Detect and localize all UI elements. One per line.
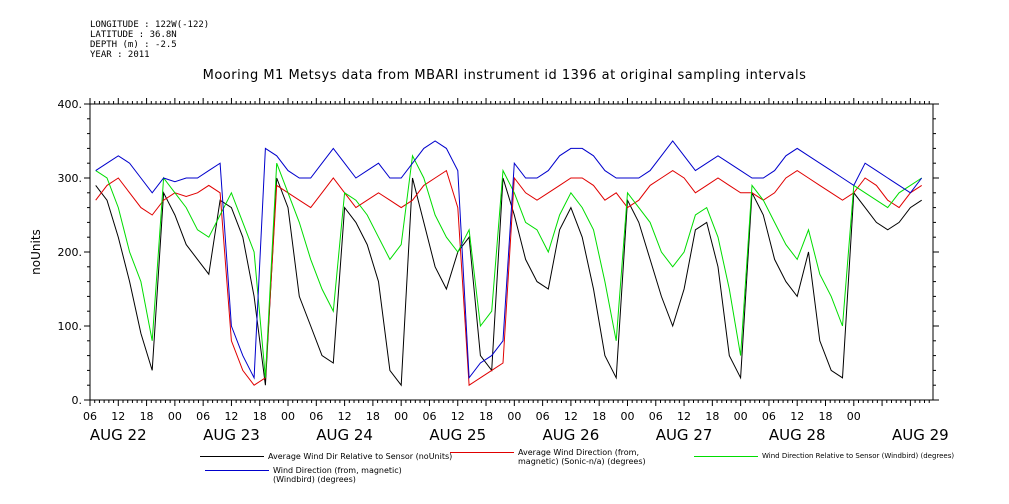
x-hour-label: 12	[790, 410, 804, 423]
x-hour-label: 18	[592, 410, 606, 423]
x-hour-label: 18	[819, 410, 833, 423]
x-hour-label: 12	[224, 410, 238, 423]
x-hour-label: 06	[309, 410, 323, 423]
chart-svg: noUnits 0. 100. 200. 300. 400. 06 12 18 00 06 12 18…	[29, 98, 949, 444]
x-hour-label: 06	[196, 410, 210, 423]
x-hour-label: 00	[734, 410, 748, 423]
y-tick-label: 300.	[58, 172, 83, 185]
x-hour-label: 12	[111, 410, 125, 423]
legend-swatch-green	[694, 456, 758, 457]
y-axis-label: noUnits	[29, 229, 43, 275]
y-tick-label: 0.	[72, 394, 83, 407]
x-day-label: AUG 24	[316, 426, 373, 444]
series-line-1	[95, 177, 922, 387]
legend-swatch-black	[200, 456, 264, 457]
legend-item-2: Average Wind Direction (from, magnetic) …	[450, 448, 678, 466]
y-tick-label: 400.	[58, 98, 83, 111]
depth-text: DEPTH (m) : -2.5	[90, 40, 177, 50]
x-hour-label: 18	[479, 410, 493, 423]
x-hour-label: 00	[847, 410, 861, 423]
x-hour-label: 12	[564, 410, 578, 423]
chart-title: Mooring M1 Metsys data from MBARI instru…	[202, 68, 807, 83]
longitude-text: LONGITUDE : 122W(-122)	[90, 20, 210, 30]
x-day-label: AUG 23	[203, 426, 260, 444]
x-hour-label: 06	[422, 410, 436, 423]
x-hour-label: 00	[281, 410, 295, 423]
x-hour-label: 06	[536, 410, 550, 423]
x-hour-label: 18	[253, 410, 267, 423]
x-hour-label: 00	[620, 410, 634, 423]
x-hour-label: 12	[677, 410, 691, 423]
x-hour-label: 06	[83, 410, 97, 423]
legend-swatch-blue	[205, 470, 269, 471]
latitude-text: LATITUDE : 36.8N	[90, 30, 177, 40]
legend-label-2: Average Wind Direction (from, magnetic) …	[518, 448, 646, 466]
legend-item-1: Average Wind Dir Relative to Sensor (noU…	[200, 452, 452, 461]
x-hour-label: 00	[394, 410, 408, 423]
x-hour-label: 12	[451, 410, 465, 423]
x-hour-label: 00	[507, 410, 521, 423]
legend-item-4: Wind Direction (from, magnetic) (Windbir…	[205, 466, 433, 484]
x-hour-label: 06	[762, 410, 776, 423]
y-tick-label: 200.	[58, 246, 83, 259]
x-hour-label: 18	[366, 410, 380, 423]
series-line-3	[95, 154, 922, 378]
plot-frame	[89, 103, 934, 401]
x-day-label: AUG 25	[429, 426, 486, 444]
legend-swatch-red	[450, 452, 514, 453]
metadata-block: LONGITUDE : 122W(-122) LATITUDE : 36.8N …	[90, 20, 209, 60]
x-day-label: AUG 26	[543, 426, 600, 444]
x-day-label: AUG 29	[892, 426, 949, 444]
series-line-2	[95, 169, 922, 387]
plot-layer	[95, 140, 923, 387]
legend-label-1: Average Wind Dir Relative to Sensor (noU…	[268, 452, 453, 461]
x-hour-label: 06	[649, 410, 663, 423]
year-text: YEAR : 2011	[90, 50, 150, 60]
x-hour-label: 12	[338, 410, 352, 423]
x-day-label: AUG 22	[90, 426, 147, 444]
series-line-4	[95, 140, 923, 380]
x-day-label: AUG 28	[769, 426, 826, 444]
y-tick-label: 100.	[58, 320, 83, 333]
legend-label-3: Wind Direction Relative to Sensor (Windb…	[762, 452, 955, 460]
x-hour-label: 18	[140, 410, 154, 423]
x-hour-label: 00	[168, 410, 182, 423]
x-hour-label: 18	[705, 410, 719, 423]
legend-item-3: Wind Direction Relative to Sensor (Windb…	[694, 452, 954, 461]
x-day-label: AUG 27	[656, 426, 713, 444]
legend-label-4: Wind Direction (from, magnetic) (Windbir…	[273, 466, 402, 484]
